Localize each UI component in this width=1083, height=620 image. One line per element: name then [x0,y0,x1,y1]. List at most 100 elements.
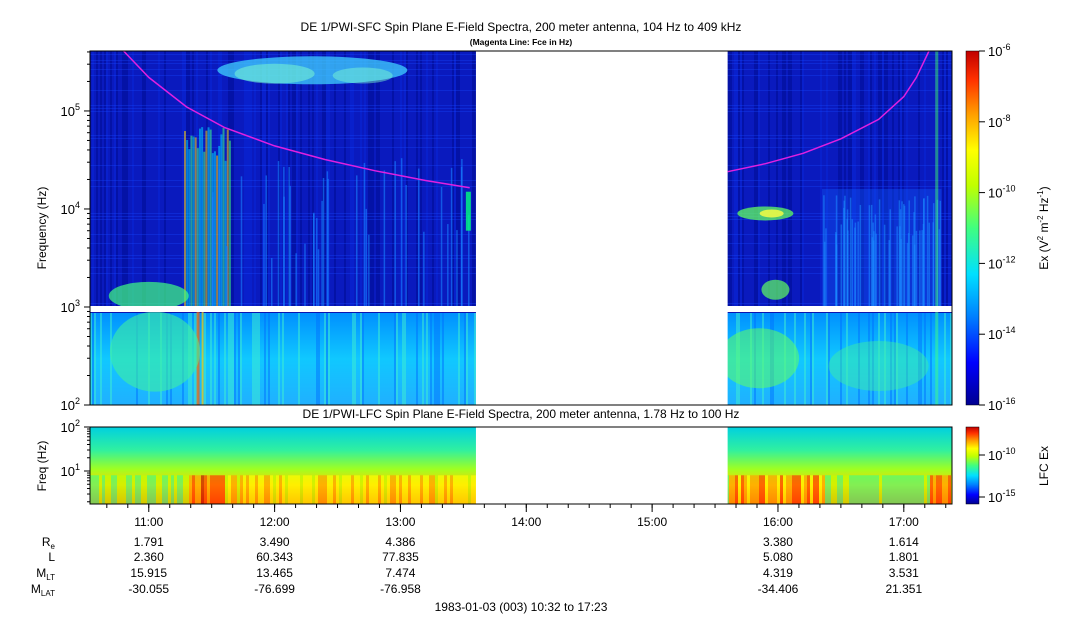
sfc-emission-streak [938,229,941,307]
sfc-texture-streak [740,51,742,306]
sfc-emission-streak [326,171,329,307]
lfc-texture-streak [423,475,426,504]
ephemeris-value: 7.474 [385,566,415,580]
ephemeris-value: 60.343 [256,550,293,564]
sfc-texture-streak [262,51,264,306]
sfc-texture-streak [404,51,406,306]
sfc-low-streak [422,313,424,405]
sfc-emission-streak [313,212,315,307]
sfc-emission-streak [423,231,425,307]
sfc-texture-streak [826,51,828,306]
sfc-texture-streak [924,51,926,306]
lfc-texture-streak [771,475,774,504]
sfc-texture-streak [902,51,904,306]
sfc-texture-streak [426,51,428,306]
lfc-texture-streak [468,475,471,504]
lfc-texture-streak [156,475,159,504]
lfc-texture-streak [825,475,828,504]
sfc-texture-streak [746,51,748,306]
lfc-texture-streak [240,475,243,504]
sfc-texture-streak [342,51,344,306]
ephemeris-row-label: Re [42,535,56,551]
sfc-y-tick-label: 104 [61,200,80,217]
lfc-texture-streak [753,475,756,504]
ephemeris-row-label: MLT [36,566,55,582]
sfc-texture-streak [320,51,322,306]
sfc-texture-streak [376,51,378,306]
lfc-texture-streak [414,475,417,504]
sfc-texture-streak [366,51,368,306]
sfc-texture-streak [948,51,950,306]
lfc-texture-streak [174,475,177,504]
lfc-texture-streak [804,475,807,504]
sfc-low-streak [442,313,444,405]
sfc-emission-streak [932,203,935,307]
lfc-texture-streak [237,475,240,504]
lfc-texture-streak [897,475,900,504]
sfc-texture-streak [180,51,182,306]
ephemeris-value: 13.465 [256,566,293,580]
sfc-colorbar-tick-label: 10-6 [988,42,1010,59]
lfc-texture-streak [186,475,189,504]
sfc-texture-streak [436,51,438,306]
ephemeris-value: 3.380 [763,535,793,549]
sfc-texture-streak [806,51,808,306]
lfc-texture-streak [282,475,285,504]
lfc-colorbar-ticks: 10-10 10-15 [979,446,1015,505]
lfc-texture-streak [465,475,468,504]
sfc-texture-streak [264,51,266,306]
lfc-spectrogram-panel [90,427,952,504]
lfc-texture-streak [888,475,891,504]
sfc-low-streak [268,313,270,405]
sfc-texture-streak [878,51,880,306]
sfc-texture-streak [842,51,844,306]
sfc-texture-streak [734,51,736,306]
lfc-texture-streak [828,475,831,504]
x-tick-label: 11:00 [134,515,163,529]
sfc-low-streak [252,313,254,405]
sfc-emission-streak [216,155,219,307]
ephemeris-table: Re 1.791 3.490 4.386 3.380 1.614 L 2.360 60.343 7… [31,535,923,598]
sfc-low-streak [254,313,256,405]
lfc-texture-streak [144,475,147,504]
sfc-texture-streak [810,51,812,306]
sfc-texture-streak [334,51,336,306]
lfc-texture-streak [474,475,477,504]
sfc-emission-streak [220,134,223,307]
sfc-texture-streak [872,51,874,306]
lfc-texture-streak [861,475,864,504]
sfc-texture-streak [172,51,174,306]
sfc-emission-streak [205,130,208,307]
sfc-emission-streak [903,205,906,307]
sfc-texture-streak [148,51,150,306]
lfc-texture-streak [417,475,420,504]
sfc-emission-streak [198,128,201,307]
sfc-emission-streak [921,230,923,307]
lfc-texture-streak [117,475,120,504]
sfc-texture-streak [250,51,252,306]
lfc-texture-streak [246,475,249,504]
lfc-texture-streak [219,475,222,504]
lfc-texture-streak [384,475,387,504]
lfc-texture-streak [267,475,270,504]
sfc-texture-streak [930,51,932,306]
sfc-texture-streak [348,51,350,306]
lfc-texture-streak [876,475,879,504]
sfc-emission-streak [823,241,826,307]
lfc-colorbar [965,426,980,505]
lfc-texture-streak [396,475,399,504]
lfc-texture-streak [141,475,144,504]
sfc-emission-streak [835,232,837,307]
sfc-low-streak [896,313,898,405]
lfc-texture-streak [801,475,804,504]
sfc-emission-streak [878,199,881,307]
lfc-colorbar-label: LFC Ex [1037,446,1051,486]
lfc-texture-streak [819,475,822,504]
lfc-frame [89,426,953,505]
sfc-emission-streak [907,233,910,307]
sfc-texture-streak [114,51,116,306]
sfc-low-streak [94,313,96,405]
sfc-low-streak [396,313,398,405]
lfc-texture-streak [855,475,858,504]
